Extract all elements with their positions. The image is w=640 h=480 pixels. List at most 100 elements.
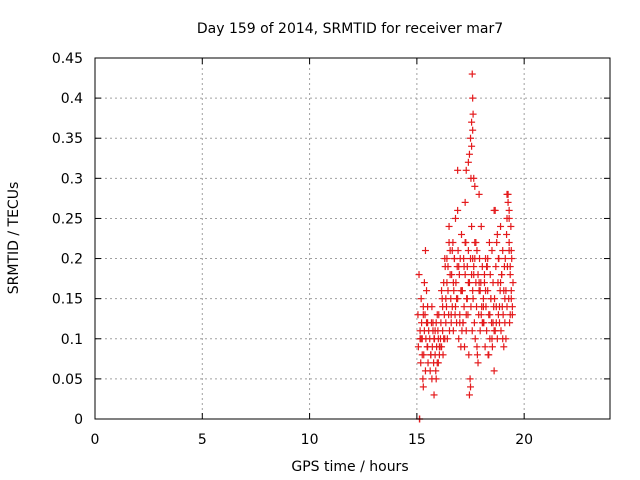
x-tick-label: 0: [91, 432, 100, 448]
x-tick-labels: 0 5 10 15 20: [91, 432, 534, 448]
data-point: [452, 303, 459, 311]
data-point: [454, 166, 462, 174]
data-point: [499, 247, 507, 255]
data-points: [414, 70, 517, 423]
x-tick-label: 5: [198, 432, 207, 448]
data-point: [419, 375, 427, 383]
data-point: [468, 222, 476, 230]
data-point: [507, 295, 515, 303]
y-tick-label: 0: [74, 412, 83, 428]
data-point: [480, 279, 488, 287]
x-tick-label: 20: [515, 432, 533, 448]
y-tick-label: 0.4: [61, 91, 83, 107]
data-point: [431, 327, 439, 335]
data-point: [497, 279, 505, 287]
data-point: [439, 351, 447, 359]
data-point: [468, 327, 476, 335]
data-point: [508, 255, 516, 263]
x-axis-label: GPS time / hours: [291, 459, 408, 475]
data-point: [416, 335, 424, 343]
data-point: [480, 319, 488, 327]
data-point: [501, 255, 509, 263]
data-point: [469, 287, 477, 295]
data-point: [476, 327, 484, 335]
data-point: [464, 247, 472, 255]
data-point: [430, 391, 438, 399]
data-point: [509, 279, 517, 287]
data-point: [490, 206, 498, 214]
chart-title: Day 159 of 2014, SRMTID for receiver mar…: [197, 21, 503, 37]
data-point: [464, 279, 472, 287]
data-point: [448, 271, 456, 279]
data-point: [458, 287, 466, 295]
data-point: [485, 239, 493, 247]
data-point: [460, 303, 468, 311]
data-point: [493, 239, 501, 247]
data-point: [507, 247, 515, 255]
data-point: [477, 311, 485, 319]
data-point: [495, 303, 503, 311]
data-point: [430, 335, 438, 343]
data-point: [450, 255, 458, 263]
data-point: [473, 351, 481, 359]
data-point: [438, 343, 446, 351]
data-point: [450, 287, 458, 295]
data-point: [471, 255, 479, 263]
data-point: [506, 311, 514, 319]
data-point: [491, 295, 499, 303]
data-point: [474, 359, 482, 367]
data-point: [499, 311, 507, 319]
tick-marks: [94, 57, 610, 420]
data-point: [429, 319, 437, 327]
data-point: [464, 158, 472, 166]
data-point: [488, 343, 496, 351]
y-tick-label: 0.1: [61, 332, 83, 348]
data-point: [449, 327, 457, 335]
data-point: [469, 126, 477, 134]
data-point: [477, 222, 485, 230]
data-point: [485, 351, 493, 359]
y-tick-label: 0.3: [61, 171, 83, 187]
data-point: [482, 303, 490, 311]
data-point: [438, 287, 446, 295]
data-point: [452, 214, 459, 222]
data-point: [433, 311, 441, 319]
plot-frame: [94, 57, 611, 420]
data-point: [468, 118, 476, 126]
y-axis-label: SRMTID / TECUs: [6, 182, 22, 295]
data-point: [467, 383, 475, 391]
data-point: [456, 311, 464, 319]
data-point: [500, 343, 508, 351]
data-point: [449, 239, 457, 247]
data-point: [461, 271, 469, 279]
data-point: [494, 255, 502, 263]
x-tick-label: 10: [301, 432, 319, 448]
data-point: [432, 367, 440, 375]
data-point: [428, 303, 436, 311]
data-point: [439, 303, 447, 311]
data-point: [462, 311, 470, 319]
data-point: [469, 94, 477, 102]
data-point: [470, 271, 478, 279]
data-point: [444, 263, 452, 271]
data-point: [492, 319, 500, 327]
data-point: [471, 335, 479, 343]
data-point: [443, 279, 451, 287]
data-point: [503, 230, 511, 238]
data-point: [469, 295, 477, 303]
data-point: [417, 295, 425, 303]
data-point: [455, 335, 463, 343]
data-point: [470, 319, 478, 327]
data-point: [508, 303, 516, 311]
data-point: [488, 247, 496, 255]
data-point: [423, 287, 431, 295]
data-point: [475, 190, 483, 198]
data-point: [418, 351, 426, 359]
data-point: [460, 255, 468, 263]
data-point: [483, 263, 491, 271]
data-point: [479, 295, 487, 303]
data-point: [506, 319, 514, 327]
data-point: [439, 327, 447, 335]
grid: [95, 58, 610, 419]
data-point: [449, 279, 457, 287]
